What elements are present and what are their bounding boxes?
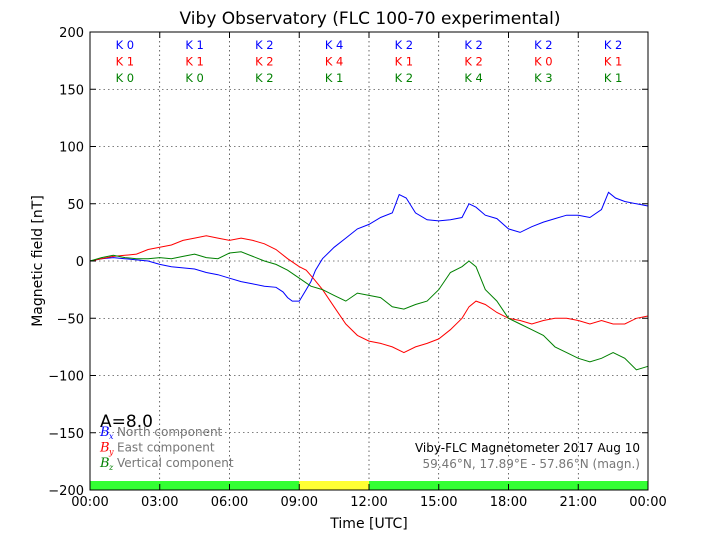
activity-segment xyxy=(299,481,369,490)
a-index-label: A=8.0 xyxy=(100,412,153,432)
y-axis-ticks: −200 −150 −100 −50 0 50 100 150 200 xyxy=(48,26,648,499)
legend-symbol: B xyxy=(99,441,110,456)
k-index-value: K 2 xyxy=(464,55,483,69)
y-tick-label: −50 xyxy=(57,312,84,327)
x-tick-label: 06:00 xyxy=(211,495,248,510)
k-index-value: K 1 xyxy=(116,55,135,69)
k-index-value: K 1 xyxy=(604,71,623,85)
k-index-value: K 1 xyxy=(185,55,204,69)
legend-subscript: y xyxy=(108,448,114,457)
activity-segment xyxy=(90,481,300,490)
x-axis-label: Time [UTC] xyxy=(329,516,407,532)
k-index-value: K 4 xyxy=(464,71,483,85)
k-index-value: K 0 xyxy=(534,55,553,69)
x-axis-ticks: 00:00 03:00 06:00 09:00 12:00 15:00 18:00 21:00… xyxy=(71,32,667,510)
y-tick-label: −200 xyxy=(48,484,84,499)
k-index-value: K 2 xyxy=(534,38,553,52)
k-index-value: K 0 xyxy=(116,38,135,52)
k-index-value: K 1 xyxy=(395,55,414,69)
series-line-east-component xyxy=(89,235,649,354)
series-line-north-component xyxy=(89,191,649,302)
k-index-value: K 0 xyxy=(185,71,204,85)
y-tick-label: −150 xyxy=(48,427,84,442)
y-tick-label: 0 xyxy=(76,255,84,270)
k-index-value: K 1 xyxy=(185,38,204,52)
k-index-value: K 2 xyxy=(255,55,274,69)
x-tick-label: 12:00 xyxy=(350,495,387,510)
grid-lines xyxy=(90,32,648,490)
legend-symbol: B xyxy=(99,456,110,471)
k-index-table: K 0 K 1 K 2 K 4 K 2 K 2 K 2 K 2 K 1 K 1 K 2 K 4 K 1 K… xyxy=(116,38,623,85)
k-index-value: K 2 xyxy=(395,38,414,52)
series-lines xyxy=(89,191,649,371)
k-index-value: K 3 xyxy=(534,71,553,85)
k-index-value: K 0 xyxy=(116,71,135,85)
instrument-label: Viby-FLC Magnetometer 2017 Aug 10 xyxy=(415,441,640,455)
k-index-value: K 2 xyxy=(255,71,274,85)
k-index-value: K 1 xyxy=(325,71,344,85)
k-index-value: K 4 xyxy=(325,38,344,52)
y-tick-label: −100 xyxy=(48,370,84,385)
legend-label: East component xyxy=(117,441,215,455)
legend-label: Vertical component xyxy=(117,456,234,470)
y-axis-label: Magnetic field [nT] xyxy=(30,195,46,327)
y-tick-label: 200 xyxy=(59,26,84,41)
x-tick-label: 09:00 xyxy=(281,495,318,510)
k-index-value: K 4 xyxy=(325,55,344,69)
k-index-value: K 2 xyxy=(395,71,414,85)
y-tick-label: 50 xyxy=(67,198,84,213)
k-index-value: K 2 xyxy=(464,38,483,52)
x-tick-label: 00:00 xyxy=(629,495,666,510)
y-tick-label: 150 xyxy=(59,83,84,98)
location-label: 59.46°N, 17.89°E - 57.86°N (magn.) xyxy=(423,457,640,471)
k-index-value: K 2 xyxy=(255,38,274,52)
chart-title: Viby Observatory (FLC 100-70 experimenta… xyxy=(180,9,561,29)
series-line-vertical-component xyxy=(89,251,649,371)
x-tick-label: 03:00 xyxy=(141,495,178,510)
x-tick-label: 15:00 xyxy=(420,495,457,510)
k-index-value: K 2 xyxy=(604,38,623,52)
x-tick-label: 00:00 xyxy=(71,495,108,510)
y-tick-label: 100 xyxy=(59,141,84,156)
k-index-value: K 1 xyxy=(604,55,623,69)
legend-label: North component xyxy=(117,425,223,439)
x-tick-label: 18:00 xyxy=(490,495,527,510)
x-tick-label: 21:00 xyxy=(560,495,597,510)
legend-subscript: z xyxy=(108,463,114,472)
legend-symbol: B xyxy=(99,425,110,440)
legend-subscript: x xyxy=(109,432,114,441)
